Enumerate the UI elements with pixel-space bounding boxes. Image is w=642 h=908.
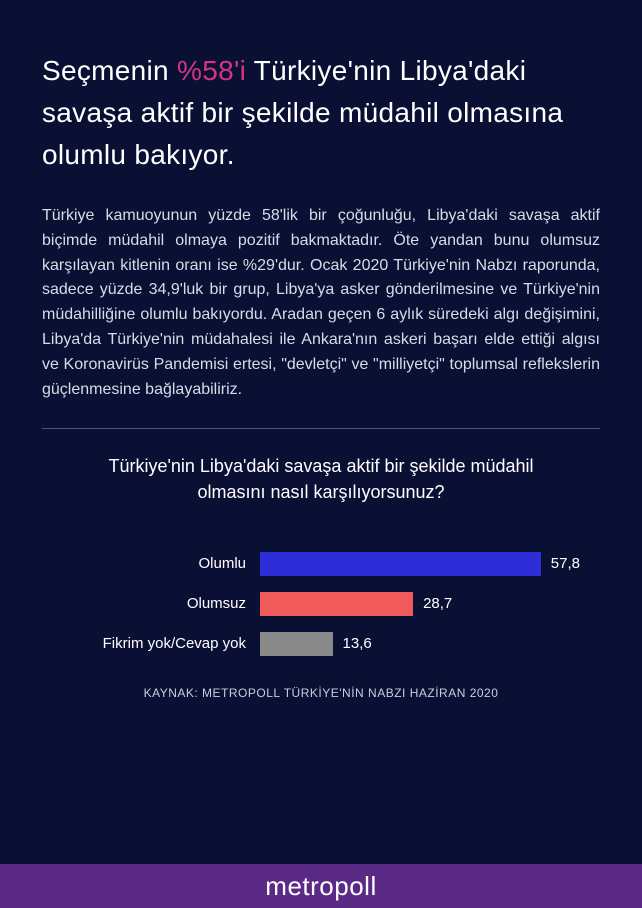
headline-accent: %58'i bbox=[177, 55, 246, 86]
bar bbox=[260, 592, 413, 616]
chart-question: Türkiye'nin Libya'daki savaşa aktif bir … bbox=[42, 453, 600, 505]
headline: Seçmenin %58'i Türkiye'nin Libya'daki sa… bbox=[42, 50, 600, 176]
bar bbox=[260, 632, 333, 656]
chart-row: Fikrim yok/Cevap yok 13,6 bbox=[42, 632, 580, 656]
bar-track: 28,7 bbox=[260, 592, 580, 616]
divider bbox=[42, 428, 600, 429]
chart-row: Olumlu 57,8 bbox=[42, 552, 580, 576]
chart-row-label: Olumsuz bbox=[42, 595, 260, 612]
bar bbox=[260, 552, 541, 576]
chart-row-label: Olumlu bbox=[42, 555, 260, 572]
bar-chart: Olumlu 57,8 Olumsuz 28,7 Fikrim yok/Cevap yo… bbox=[42, 552, 600, 656]
bar-value: 13,6 bbox=[343, 635, 372, 652]
source-text: KAYNAK: METROPOLL TÜRKİYE'NİN NABZI HAZİ… bbox=[42, 686, 600, 700]
chart-row: Olumsuz 28,7 bbox=[42, 592, 580, 616]
chart-row-label: Fikrim yok/Cevap yok bbox=[42, 635, 260, 652]
footer-brand: metropoll bbox=[265, 871, 376, 902]
headline-part1: Seçmenin bbox=[42, 55, 177, 86]
bar-track: 13,6 bbox=[260, 632, 580, 656]
bar-value: 28,7 bbox=[423, 595, 452, 612]
content: Seçmenin %58'i Türkiye'nin Libya'daki sa… bbox=[0, 0, 642, 700]
body-text: Türkiye kamuoyunun yüzde 58'lik bir çoğu… bbox=[42, 204, 600, 402]
bar-value: 57,8 bbox=[551, 555, 580, 572]
bar-track: 57,8 bbox=[260, 552, 580, 576]
footer: metropoll bbox=[0, 864, 642, 908]
